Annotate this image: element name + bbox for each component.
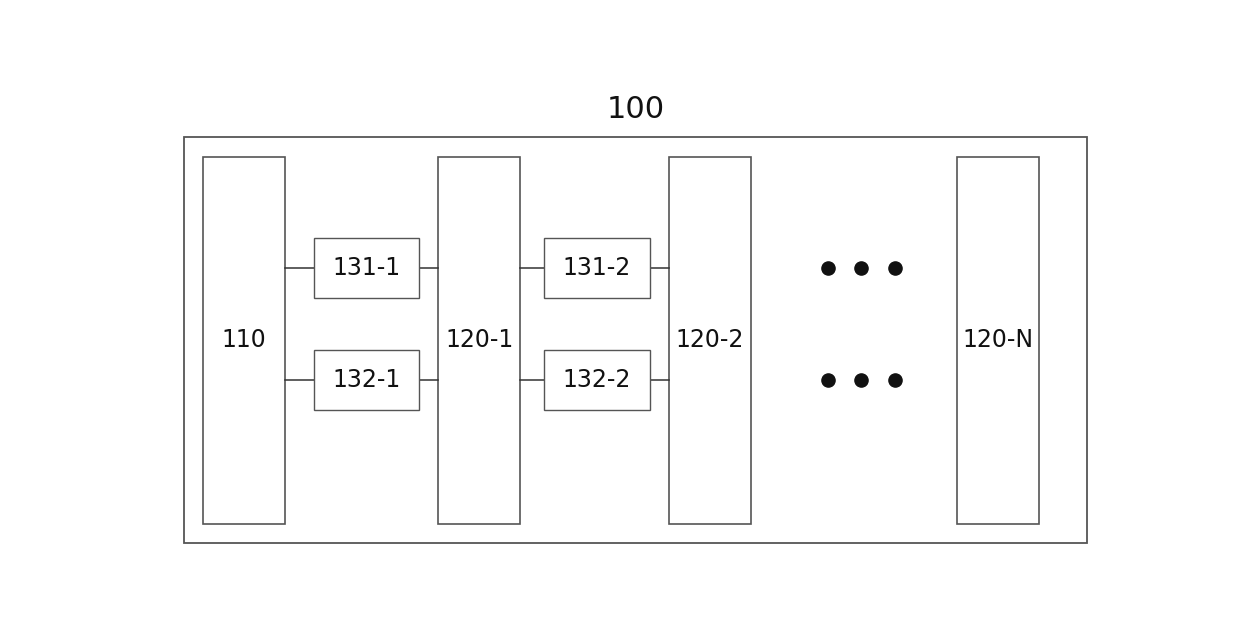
- Bar: [544, 238, 650, 298]
- Bar: [203, 156, 285, 524]
- Text: 120-2: 120-2: [676, 328, 744, 352]
- Point: [818, 263, 838, 273]
- Text: 132-2: 132-2: [563, 368, 631, 392]
- Text: 120-N: 120-N: [962, 328, 1034, 352]
- Bar: [314, 238, 419, 298]
- Point: [885, 375, 905, 385]
- Text: 132-1: 132-1: [332, 368, 401, 392]
- Bar: [670, 156, 750, 524]
- Text: 120-1: 120-1: [445, 328, 513, 352]
- Bar: [184, 137, 1087, 544]
- Text: 131-2: 131-2: [563, 256, 631, 280]
- Text: 100: 100: [606, 95, 665, 124]
- Point: [818, 375, 838, 385]
- Text: 131-1: 131-1: [332, 256, 401, 280]
- Point: [885, 263, 905, 273]
- Point: [852, 263, 872, 273]
- Bar: [544, 350, 650, 410]
- Point: [852, 375, 872, 385]
- Text: 110: 110: [222, 328, 267, 352]
- Bar: [314, 350, 419, 410]
- Bar: [957, 156, 1039, 524]
- Bar: [439, 156, 521, 524]
